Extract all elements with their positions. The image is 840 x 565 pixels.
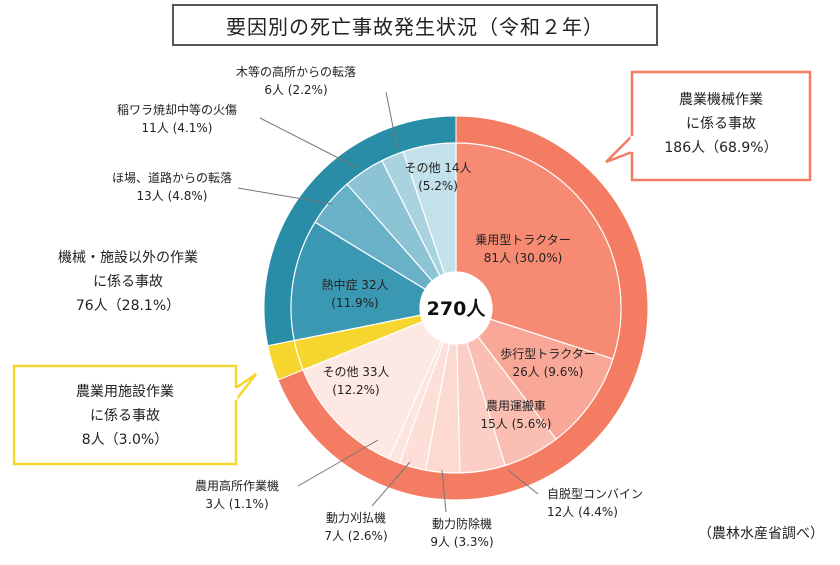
inner-slice-label: (5.2%): [418, 179, 458, 193]
leader-line: [297, 439, 379, 487]
callout-label-other_work: 76人（28.1%）: [76, 298, 180, 314]
leader-line: [441, 469, 447, 513]
callout-pointer-other_work: [242, 248, 262, 276]
outer-slice-label: 3人 (1.1%): [205, 497, 268, 511]
outer-slice-label: 動力防除機: [432, 516, 492, 531]
callout-label-facility: 8人（3.0%）: [82, 432, 168, 448]
callout-label-other_work: 機械・施設以外の作業: [58, 250, 198, 266]
outer-slice-label: ほ場、道路からの転落: [112, 170, 232, 185]
callout-label-other_work: に係る事故: [93, 274, 163, 290]
inner-slice-label: その他 14人: [404, 161, 471, 175]
inner-slice-label: 15人 (5.6%): [481, 417, 552, 431]
inner-slice-7: [302, 320, 443, 460]
inner-labels: 乗用型トラクター 81人 (30.0%) 歩行型トラクター 26人 (9.6%) 農用運…: [321, 161, 595, 431]
leader-line: [385, 91, 399, 153]
source-note: （農林水産省調べ）: [698, 526, 824, 542]
inner-slice-9: [290, 221, 427, 342]
callout-label-machinery: 農業機械作業: [679, 92, 763, 108]
center-total-label: 270人: [427, 298, 487, 320]
center-hole: [420, 272, 492, 344]
inner-slice-label: 歩行型トラクター: [500, 346, 596, 361]
inner-slice-label: (11.9%): [331, 296, 378, 310]
inner-slice-label: その他 33人: [322, 365, 389, 379]
outer-slice-label: 動力刈払機: [326, 510, 386, 525]
outer-slice-label: 自脱型コンバイン: [547, 486, 643, 501]
leader-line: [237, 187, 333, 205]
outer-slice-label: 6人 (2.2%): [264, 83, 327, 97]
leader-line: [259, 117, 359, 169]
leader-lines: [237, 91, 539, 513]
callout-label-machinery: に係る事故: [686, 116, 756, 132]
leader-line: [507, 469, 539, 495]
callout-label-machinery: 186人（68.9%）: [664, 140, 777, 156]
callouts: 農業機械作業に係る事故186人（68.9%）農業用施設作業に係る事故8人（3.0…: [12, 70, 812, 466]
inner-slice-label: 熱中症 32人: [321, 277, 388, 292]
chart-title: 要因別の死亡事故発生状況（令和２年）: [172, 4, 658, 46]
outer-slice-label: 7人 (2.6%): [324, 529, 387, 543]
leader-line: [371, 461, 411, 507]
callout-pointer-facility: [234, 372, 257, 404]
outer-slice-label: 12人 (4.4%): [547, 505, 618, 519]
outer-slice-label: 11人 (4.1%): [142, 121, 213, 135]
inner-slice-label: 乗用型トラクター: [475, 233, 571, 247]
callout-box-machinery: [630, 70, 812, 182]
inner-slice-label: 農用運搬車: [486, 398, 546, 413]
inner-slice-label: 81人 (30.0%): [484, 251, 563, 265]
outer-slice-label: 13人 (4.8%): [137, 189, 208, 203]
callout-label-facility: 農業用施設作業: [76, 384, 174, 400]
inner-ring: [290, 142, 622, 474]
callout-box-facility: [12, 364, 238, 466]
callout-box-other_work: [14, 228, 242, 338]
inner-slice-label: (12.2%): [332, 383, 379, 397]
inner-slice-label: 26人 (9.6%): [513, 365, 584, 379]
outer-slice-label: 農用高所作業機: [195, 478, 279, 493]
outer-slice-label: 稲ワラ焼却中等の火傷: [117, 102, 237, 117]
callout-label-facility: に係る事故: [90, 408, 160, 424]
callout-pointer-machinery: [605, 132, 634, 164]
outer-slice-label: 9人 (3.3%): [430, 535, 493, 549]
outer-slice-label: 木等の高所からの転落: [236, 64, 356, 79]
outer-labels: 自脱型コンバイン 12人 (4.4%) 動力防除機 9人 (3.3%) 動力刈払機 7人 …: [112, 64, 643, 549]
